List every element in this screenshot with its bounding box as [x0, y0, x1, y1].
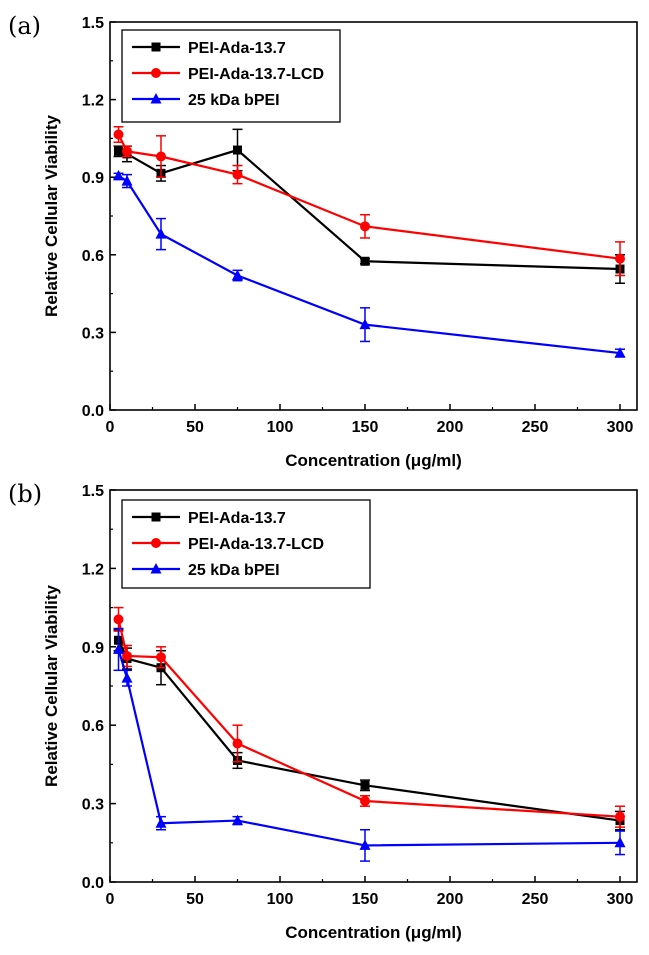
data-point [359, 839, 371, 850]
y-tick-label: 0.9 [82, 170, 104, 187]
y-tick-label: 1.2 [82, 561, 104, 578]
data-point [155, 817, 167, 828]
x-tick-label: 300 [607, 891, 634, 908]
series-square [113, 128, 625, 285]
data-point [113, 614, 124, 625]
data-point [615, 811, 625, 822]
x-axis-title: Concentration (μg/ml) [285, 923, 462, 942]
x-tick-label: 50 [186, 891, 204, 908]
y-tick-label: 0.6 [82, 248, 104, 265]
legend-marker [150, 93, 162, 104]
panel-label: (b) [8, 480, 42, 508]
data-point [232, 169, 243, 180]
series-line [117, 649, 621, 847]
x-tick-label: 200 [437, 891, 464, 908]
data-point [113, 169, 124, 181]
series-line [117, 134, 621, 260]
legend-marker [150, 563, 162, 574]
y-tick-label: 1.5 [82, 15, 104, 32]
data-point [155, 228, 167, 239]
data-point [233, 145, 242, 155]
data-point [359, 318, 371, 330]
panel-b: (b) 0 50 100 150 200 250 300 0.0 0.3 0.6 0.9 1.2 1.5 C… [8, 480, 638, 942]
data-point [614, 347, 626, 358]
legend-label: PEI-Ada-13.7-LCD [188, 66, 324, 83]
data-point [232, 814, 243, 826]
series-line [117, 619, 621, 818]
legend-label: 25 kDa bPEI [188, 562, 280, 579]
y-tick-label: 0.6 [82, 718, 104, 735]
y-tick-label: 1.5 [82, 483, 104, 500]
data-point [360, 256, 370, 266]
x-tick-label: 150 [352, 419, 379, 436]
legend-label: PEI-Ada-13.7 [188, 510, 286, 527]
legend-label: PEI-Ada-13.7-LCD [188, 536, 324, 553]
y-tick-label: 0.9 [82, 640, 104, 657]
data-point [360, 780, 370, 790]
data-point [614, 836, 626, 848]
data-point [232, 738, 243, 749]
data-point [156, 151, 166, 162]
y-axis-title: Relative Cellular Viability [42, 585, 61, 787]
x-axis-title: Concentration (μg/ml) [285, 451, 462, 470]
x-tick-label: 100 [267, 891, 294, 908]
x-tick-label: 0 [106, 419, 115, 436]
series-circle [113, 126, 625, 277]
legend-marker [151, 512, 161, 522]
y-tick-label: 0.0 [82, 875, 104, 892]
panel-label: (a) [8, 12, 41, 40]
data-point [113, 129, 124, 140]
data-point [113, 643, 124, 654]
data-point [121, 175, 133, 186]
data-point [615, 253, 625, 264]
y-axis-title: Relative Cellular Viability [42, 115, 61, 317]
legend-label: 25 kDa bPEI [188, 92, 280, 109]
series-triangle [113, 627, 626, 862]
x-tick-label: 200 [437, 419, 464, 436]
legend-marker [151, 68, 161, 78]
panel-a: (a) 0 50 100 150 200 250 300 0.0 0.3 0.6 0.9 1.2 1.5 C… [8, 12, 638, 470]
legend: PEI-Ada-13.7 PEI-Ada-13.7-LCD 25 kDa bPEI [121, 29, 341, 123]
y-tick-label: 1.2 [82, 93, 104, 110]
x-tick-label: 250 [522, 419, 549, 436]
data-point [360, 221, 370, 232]
series-circle [113, 606, 625, 828]
x-tick-label: 0 [106, 891, 115, 908]
data-point [121, 672, 133, 683]
data-point [232, 269, 243, 280]
x-tick-label: 150 [352, 891, 379, 908]
data-point [122, 650, 132, 661]
y-tick-label: 0.0 [82, 403, 104, 420]
legend-marker [151, 538, 161, 548]
x-tick-label: 250 [522, 891, 549, 908]
x-tick-label: 300 [607, 419, 634, 436]
x-tick-label: 100 [267, 419, 294, 436]
legend-label: PEI-Ada-13.7 [188, 40, 286, 57]
y-tick-label: 0.3 [82, 797, 104, 814]
y-tick-label: 0.3 [82, 325, 104, 342]
x-tick-label: 50 [186, 419, 204, 436]
data-point [360, 795, 370, 806]
data-point [156, 652, 166, 663]
data-point [122, 146, 132, 157]
legend-marker [151, 42, 161, 52]
series-triangle [113, 169, 626, 358]
series-line [117, 639, 621, 822]
data-point [114, 146, 123, 156]
legend: PEI-Ada-13.7 PEI-Ada-13.7-LCD 25 kDa bPEI [121, 499, 371, 589]
